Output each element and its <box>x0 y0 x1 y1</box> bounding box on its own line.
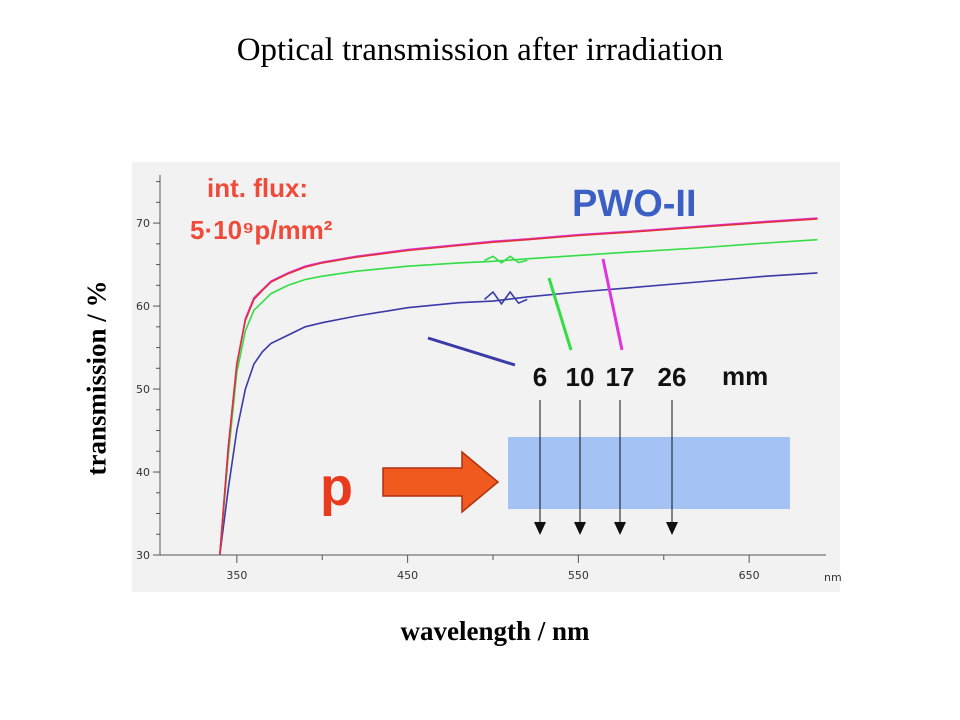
flux-label-line2: 5·10⁹p/mm² <box>190 215 333 245</box>
flux-label-line1: int. flux: <box>207 173 308 203</box>
beam-arrow <box>382 450 500 514</box>
leader-line-17mm <box>601 258 624 351</box>
depth-label-17: 17 <box>606 362 635 392</box>
series-line-26mm <box>219 218 818 556</box>
y-tick-label: 40 <box>136 466 150 479</box>
series-feature-6mm <box>483 290 528 306</box>
depth-label-6: 6 <box>533 362 547 392</box>
axes: 30 40 50 60 70 350 450 550 650 nm <box>136 175 842 584</box>
series-line-6mm <box>219 272 818 556</box>
leader-line-10mm <box>547 277 573 351</box>
annotations: int. flux: 5·10⁹p/mm² PWO-II mm p 6 10 17 2… <box>190 173 790 535</box>
x-tick-label: 550 <box>568 569 589 582</box>
depth-arrow-head-26 <box>666 522 678 535</box>
x-tick-label: 650 <box>739 569 760 582</box>
depth-arrow-head-17 <box>614 522 626 535</box>
y-tick-label: 50 <box>136 383 150 396</box>
x-tick-label: 450 <box>397 569 418 582</box>
x-tick-label: 350 <box>226 569 247 582</box>
x-axis-label: wavelength / nm <box>400 616 590 646</box>
leader-line-6mm <box>427 336 516 367</box>
depth-label-10: 10 <box>566 362 595 392</box>
slide-title: Optical transmission after irradiation <box>236 32 724 68</box>
series-feature-10mm <box>484 255 528 264</box>
crystal-block <box>508 437 790 509</box>
depth-label-26: 26 <box>658 362 687 392</box>
y-tick-label: 30 <box>136 549 150 562</box>
curves <box>219 217 818 556</box>
y-tick-label: 60 <box>136 300 150 313</box>
crystal-label: PWO-II <box>572 183 697 225</box>
depth-arrow-head-10 <box>574 522 586 535</box>
x-unit-label: nm <box>824 571 842 584</box>
particle-label: p <box>320 457 353 517</box>
y-tick-label: 70 <box>136 217 150 230</box>
series-line-10mm <box>219 238 818 556</box>
depth-arrow-head-6 <box>534 522 546 535</box>
depth-unit-label: mm <box>722 361 768 391</box>
